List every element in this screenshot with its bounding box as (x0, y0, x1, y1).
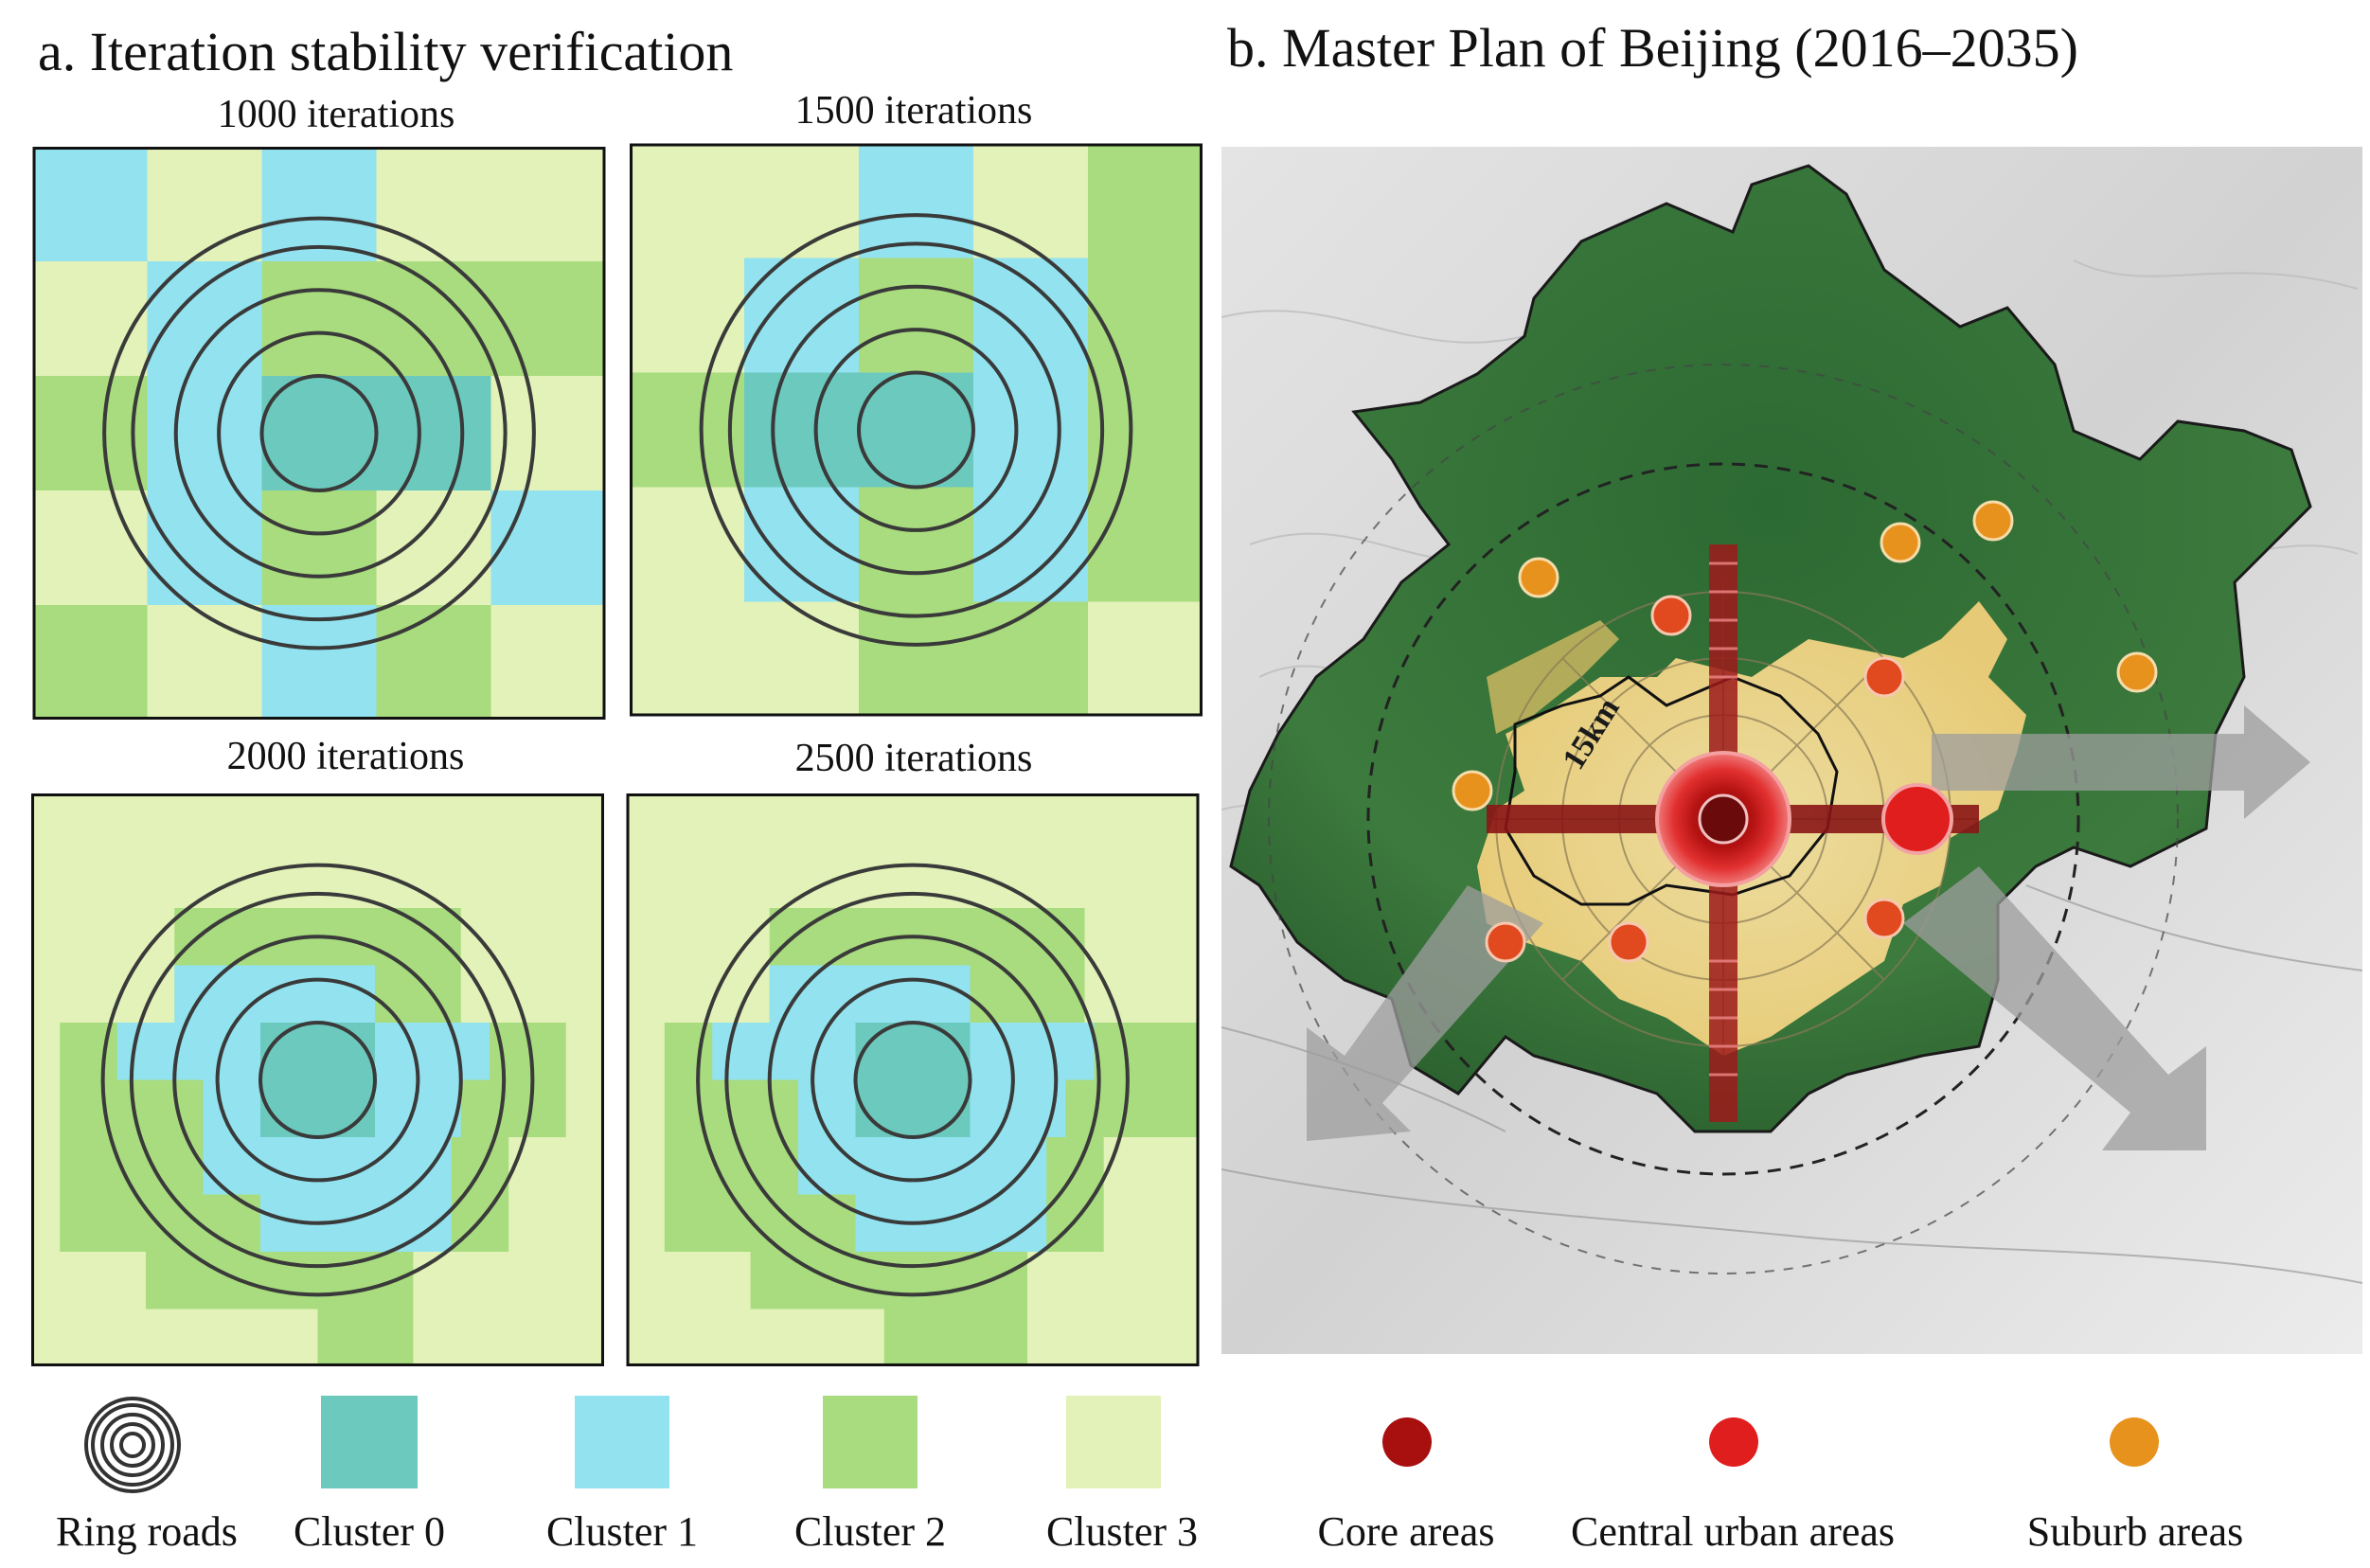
cluster0-swatch (321, 1396, 418, 1488)
legend-label-central-urban-areas: Central urban areas (1570, 1508, 1896, 1555)
cluster1-swatch (575, 1396, 669, 1488)
grid-1500-label: 1500 iterations (794, 89, 1033, 133)
grid-2000-iterations (31, 793, 604, 1366)
legend-label-cluster1: Cluster 1 (545, 1508, 699, 1555)
cluster2-swatch (823, 1396, 918, 1488)
grid-1500-iterations (630, 143, 1203, 717)
suburb-areas-dot (2110, 1417, 2159, 1467)
legend-label-core-areas: Core areas (1317, 1508, 1495, 1555)
beijing-master-plan-map: 15km (1221, 147, 2362, 1354)
central-urban-areas-dot (1709, 1417, 1758, 1467)
grid-2500-label: 2500 iterations (794, 737, 1033, 780)
suburb-markers (1452, 500, 2158, 811)
grid-2000-label: 2000 iterations (226, 735, 465, 778)
core-areas-dot (1382, 1417, 1432, 1467)
legend-label-cluster2: Cluster 2 (793, 1508, 947, 1555)
grid-1000-label: 1000 iterations (217, 93, 455, 136)
panel-a-title: a. Iteration stability verification (38, 21, 734, 82)
legend-label-suburb-areas: Suburb areas (2026, 1508, 2244, 1555)
legend-label-cluster0: Cluster 0 (293, 1508, 446, 1555)
ring-roads-icon (84, 1397, 181, 1493)
sub-center-marker (1881, 783, 1953, 855)
cluster3-swatch (1066, 1396, 1161, 1488)
legend-label-ring-roads: Ring roads (56, 1508, 238, 1555)
central-urban-markers (1485, 595, 1905, 963)
grid-1000-iterations (32, 147, 606, 720)
grid-2500-iterations (626, 793, 1200, 1366)
panel-b-title: b. Master Plan of Beijing (2016–2035) (1227, 17, 2078, 79)
legend-label-cluster3: Cluster 3 (1045, 1508, 1199, 1555)
